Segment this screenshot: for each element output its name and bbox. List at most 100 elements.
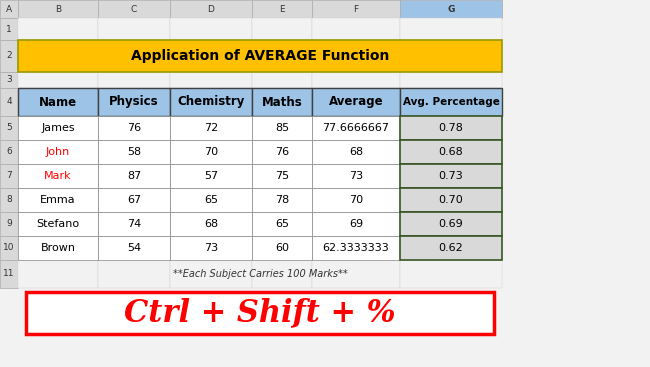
FancyBboxPatch shape [170, 140, 252, 164]
Text: 68: 68 [204, 219, 218, 229]
FancyBboxPatch shape [400, 72, 502, 88]
Text: **Each Subject Carries 100 Marks**: **Each Subject Carries 100 Marks** [173, 269, 347, 279]
Text: 0.73: 0.73 [439, 171, 463, 181]
FancyBboxPatch shape [98, 116, 170, 140]
Text: 75: 75 [275, 171, 289, 181]
FancyBboxPatch shape [18, 88, 98, 116]
FancyBboxPatch shape [312, 0, 400, 18]
FancyBboxPatch shape [312, 188, 400, 212]
Text: 0.70: 0.70 [439, 195, 463, 205]
FancyBboxPatch shape [170, 0, 252, 18]
Text: 6: 6 [6, 148, 12, 156]
FancyBboxPatch shape [18, 164, 98, 188]
FancyBboxPatch shape [98, 212, 170, 236]
FancyBboxPatch shape [18, 116, 98, 140]
FancyBboxPatch shape [170, 260, 252, 288]
FancyBboxPatch shape [18, 72, 98, 88]
FancyBboxPatch shape [18, 116, 98, 140]
FancyBboxPatch shape [252, 18, 312, 40]
FancyBboxPatch shape [98, 88, 170, 116]
Text: 78: 78 [275, 195, 289, 205]
FancyBboxPatch shape [0, 188, 18, 212]
FancyBboxPatch shape [170, 212, 252, 236]
FancyBboxPatch shape [312, 140, 400, 164]
Text: 4: 4 [6, 98, 12, 106]
FancyBboxPatch shape [98, 188, 170, 212]
FancyBboxPatch shape [252, 236, 312, 260]
FancyBboxPatch shape [0, 212, 18, 236]
FancyBboxPatch shape [98, 164, 170, 188]
FancyBboxPatch shape [252, 88, 312, 116]
FancyBboxPatch shape [400, 164, 502, 188]
Text: 57: 57 [204, 171, 218, 181]
Text: 8: 8 [6, 196, 12, 204]
Text: G: G [447, 4, 455, 14]
FancyBboxPatch shape [18, 188, 98, 212]
FancyBboxPatch shape [400, 236, 502, 260]
FancyBboxPatch shape [400, 188, 502, 212]
FancyBboxPatch shape [98, 116, 170, 140]
Text: 0.68: 0.68 [439, 147, 463, 157]
FancyBboxPatch shape [170, 164, 252, 188]
Text: Ctrl + Shift + %: Ctrl + Shift + % [124, 298, 396, 328]
FancyBboxPatch shape [18, 40, 98, 72]
FancyBboxPatch shape [170, 188, 252, 212]
FancyBboxPatch shape [98, 188, 170, 212]
FancyBboxPatch shape [400, 88, 502, 116]
FancyBboxPatch shape [400, 140, 502, 164]
FancyBboxPatch shape [0, 260, 18, 288]
FancyBboxPatch shape [400, 40, 502, 72]
FancyBboxPatch shape [252, 188, 312, 212]
FancyBboxPatch shape [312, 72, 400, 88]
Text: 73: 73 [204, 243, 218, 253]
FancyBboxPatch shape [252, 188, 312, 212]
Text: 3: 3 [6, 76, 12, 84]
FancyBboxPatch shape [400, 212, 502, 236]
FancyBboxPatch shape [98, 140, 170, 164]
FancyBboxPatch shape [252, 116, 312, 140]
Text: 73: 73 [349, 171, 363, 181]
Text: 62.3333333: 62.3333333 [322, 243, 389, 253]
Text: Brown: Brown [40, 243, 75, 253]
FancyBboxPatch shape [252, 40, 312, 72]
Text: 2: 2 [6, 51, 12, 61]
FancyBboxPatch shape [312, 164, 400, 188]
FancyBboxPatch shape [312, 116, 400, 140]
Text: 11: 11 [3, 269, 15, 279]
FancyBboxPatch shape [170, 116, 252, 140]
FancyBboxPatch shape [18, 18, 98, 40]
FancyBboxPatch shape [252, 260, 312, 288]
Text: 76: 76 [127, 123, 141, 133]
FancyBboxPatch shape [18, 40, 502, 72]
Text: Avg. Percentage: Avg. Percentage [402, 97, 499, 107]
Text: 0.78: 0.78 [439, 123, 463, 133]
FancyBboxPatch shape [98, 236, 170, 260]
FancyBboxPatch shape [170, 164, 252, 188]
Text: Physics: Physics [109, 95, 159, 109]
FancyBboxPatch shape [312, 188, 400, 212]
Text: 7: 7 [6, 171, 12, 181]
Text: Name: Name [39, 95, 77, 109]
FancyBboxPatch shape [170, 236, 252, 260]
FancyBboxPatch shape [170, 236, 252, 260]
FancyBboxPatch shape [252, 0, 312, 18]
FancyBboxPatch shape [312, 88, 400, 116]
FancyBboxPatch shape [252, 212, 312, 236]
Text: Application of AVERAGE Function: Application of AVERAGE Function [131, 49, 389, 63]
FancyBboxPatch shape [98, 0, 170, 18]
Text: 60: 60 [275, 243, 289, 253]
FancyBboxPatch shape [18, 212, 98, 236]
FancyBboxPatch shape [98, 164, 170, 188]
FancyBboxPatch shape [312, 40, 400, 72]
Text: F: F [354, 4, 359, 14]
Text: 65: 65 [204, 195, 218, 205]
Text: 0.69: 0.69 [439, 219, 463, 229]
FancyBboxPatch shape [0, 236, 18, 260]
FancyBboxPatch shape [18, 164, 98, 188]
FancyBboxPatch shape [252, 88, 312, 116]
FancyBboxPatch shape [98, 140, 170, 164]
FancyBboxPatch shape [18, 0, 98, 18]
FancyBboxPatch shape [0, 88, 18, 116]
FancyBboxPatch shape [312, 116, 400, 140]
FancyBboxPatch shape [252, 164, 312, 188]
